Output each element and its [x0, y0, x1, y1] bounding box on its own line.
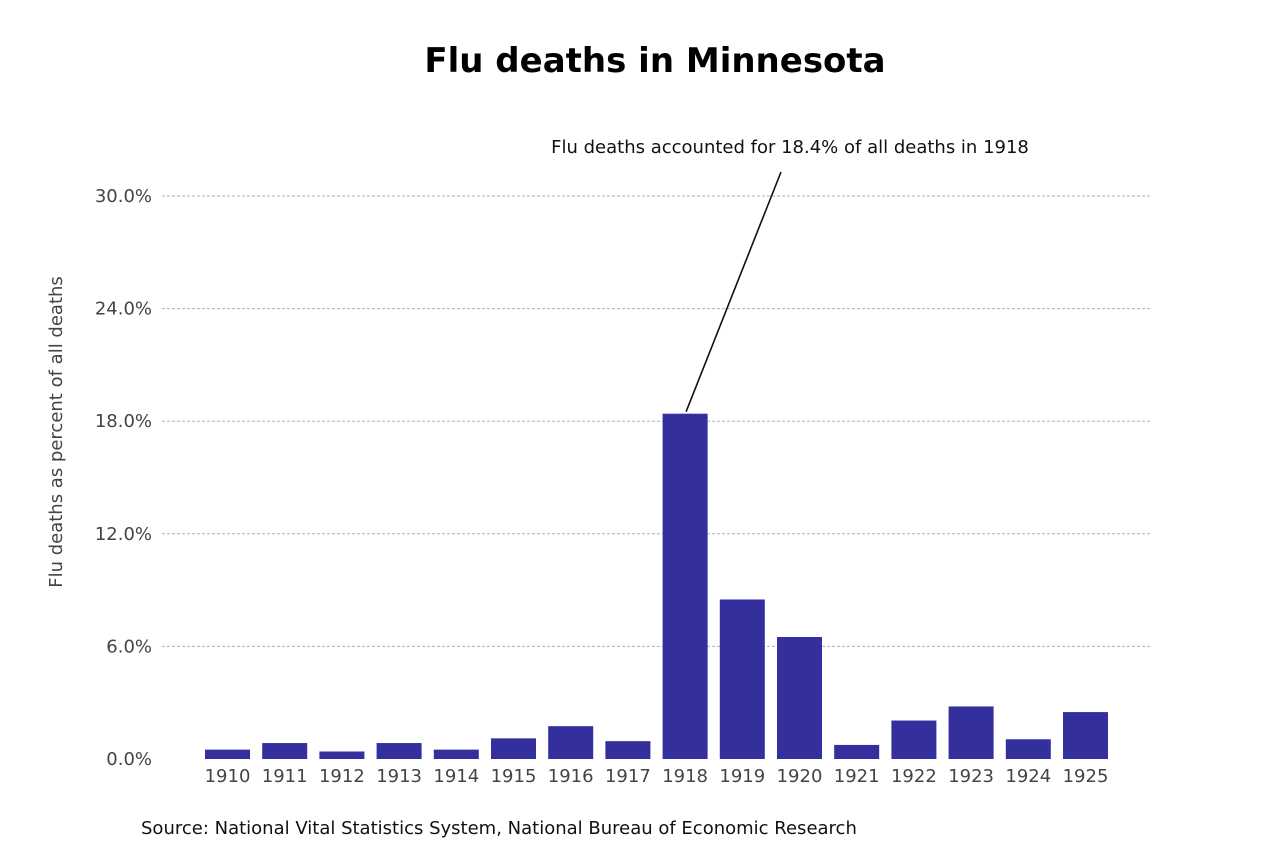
x-tick-label: 1924 [1005, 766, 1051, 787]
y-tick-label: 6.0% [106, 636, 152, 657]
x-tick-label: 1914 [433, 766, 479, 787]
x-tick-label: 1911 [262, 766, 308, 787]
bar-1918 [662, 413, 708, 759]
bar-1923 [948, 706, 994, 759]
gridlines [162, 195, 1152, 647]
source-note: Source: National Vital Statistics System… [141, 818, 857, 839]
bar-1917 [605, 741, 651, 759]
bar-1925 [1063, 712, 1108, 759]
y-tick-label: 24.0% [95, 299, 152, 320]
bar-1910 [205, 749, 250, 759]
bar-1912 [319, 751, 365, 759]
bar-1921 [834, 744, 880, 759]
annotation-text: Flu deaths accounted for 18.4% of all de… [551, 137, 1029, 158]
bar-1913 [376, 743, 422, 759]
x-tick-label: 1913 [376, 766, 422, 787]
x-tick-label: 1917 [605, 766, 651, 787]
bar-1919 [719, 599, 765, 759]
annotation-arrow [685, 171, 782, 412]
x-tick-label: 1916 [548, 766, 594, 787]
y-tick-label: 30.0% [95, 186, 152, 207]
x-axis-ticks: 1910 1911 1912 1913 1914 1915 1916 1917 1918 1919… [205, 766, 1109, 787]
x-tick-label: 1919 [719, 766, 765, 787]
x-tick-label: 1922 [891, 766, 937, 787]
y-axis-label: Flu deaths as percent of all deaths [46, 276, 67, 588]
bar-1916 [548, 726, 594, 759]
y-axis-ticks: 0.0% 6.0% 12.0% 18.0% 24.0% 30.0% [95, 186, 152, 770]
x-tick-label: 1910 [205, 766, 251, 787]
x-tick-label: 1920 [777, 766, 823, 787]
bar-1924 [1005, 739, 1051, 759]
x-tick-label: 1915 [491, 766, 537, 787]
chart-title: Flu deaths in Minnesota [424, 41, 885, 81]
y-tick-label: 0.0% [106, 749, 152, 770]
x-tick-label: 1925 [1063, 766, 1109, 787]
bar-1922 [891, 720, 937, 759]
bar-1911 [262, 743, 308, 759]
bar-1914 [433, 749, 479, 759]
x-tick-label: 1912 [319, 766, 365, 787]
y-tick-label: 18.0% [95, 411, 152, 432]
x-tick-label: 1923 [948, 766, 994, 787]
x-tick-label: 1921 [834, 766, 880, 787]
y-tick-label: 12.0% [95, 524, 152, 545]
bars [205, 413, 1108, 759]
bar-1920 [777, 637, 822, 759]
x-tick-label: 1918 [662, 766, 708, 787]
bar-1915 [491, 738, 536, 759]
